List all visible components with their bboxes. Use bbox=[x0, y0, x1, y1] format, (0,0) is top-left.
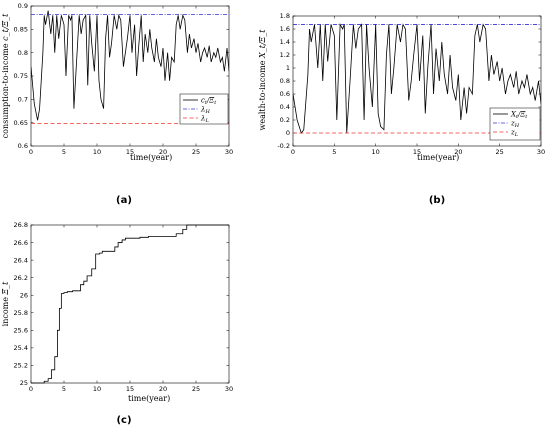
plot-frame bbox=[30, 5, 230, 147]
x-tick-label: 20 bbox=[159, 385, 167, 393]
y-tick-label: 1.8 bbox=[280, 12, 290, 20]
x-tick-label: 30 bbox=[225, 385, 233, 393]
y-axis-label-math: X_t/Ξ_t bbox=[258, 29, 267, 59]
legend-box bbox=[179, 93, 229, 125]
y-axis-label: income Ξ_t bbox=[1, 281, 10, 327]
y-axis-label-main: income bbox=[1, 294, 10, 326]
y-tick-label: 0.85 bbox=[14, 26, 28, 34]
y-tick-label: 1.4 bbox=[280, 38, 290, 46]
series-line-0 bbox=[293, 22, 541, 134]
chart-b: 0 5 10 15 20 25 30-0.200.20.40.60.811.21.41.61… bbox=[258, 12, 545, 206]
x-tick-label: 15 bbox=[413, 148, 421, 156]
panel-caption: (a) bbox=[116, 195, 132, 206]
legend-label: zL bbox=[510, 129, 519, 139]
y-tick-label: 26.4 bbox=[14, 256, 28, 264]
y-axis-label-main: wealth-to-income bbox=[258, 58, 267, 131]
y-tick-label: 0.4 bbox=[280, 103, 290, 111]
y-tick-label: 25.8 bbox=[14, 309, 28, 317]
x-tick-label: 25 bbox=[496, 148, 504, 156]
legend-label: Xt/Ξt bbox=[510, 111, 528, 121]
y-axis-label-main: consumption-to-income bbox=[1, 41, 10, 138]
x-tick-label: 10 bbox=[372, 148, 380, 156]
y-tick-label: 0.8 bbox=[18, 49, 28, 57]
x-tick-label: 30 bbox=[537, 148, 545, 156]
y-tick-label: 25.2 bbox=[14, 362, 28, 370]
x-tick-label: 15 bbox=[126, 385, 134, 393]
y-axis-label: wealth-to-income X_t/Ξ_t bbox=[258, 29, 267, 131]
x-tick-label: 0 bbox=[29, 385, 33, 393]
plot-frame bbox=[30, 224, 230, 384]
x-tick-label: 30 bbox=[225, 148, 233, 156]
y-tick-label: 25 bbox=[20, 379, 28, 387]
x-tick-label: 5 bbox=[62, 385, 66, 393]
series-line-0 bbox=[31, 224, 229, 384]
y-axis-label-math: c_t/Ξ_t bbox=[1, 13, 10, 41]
x-axis-label: time(year) bbox=[128, 394, 170, 403]
x-tick-label: 15 bbox=[126, 148, 134, 156]
y-tick-label: 0.8 bbox=[280, 77, 290, 85]
y-tick-label: 0.2 bbox=[280, 116, 290, 124]
y-tick-label: 1.6 bbox=[280, 25, 290, 33]
legend-label: λL bbox=[200, 115, 209, 125]
legend-label: zH bbox=[510, 120, 520, 130]
x-tick-label: 20 bbox=[454, 148, 462, 156]
y-tick-label: -0.2 bbox=[277, 142, 290, 150]
y-tick-label: 0 bbox=[286, 129, 290, 137]
y-tick-label: 26.2 bbox=[14, 274, 28, 282]
y-tick-label: 0.75 bbox=[14, 72, 28, 80]
y-tick-label: 1.2 bbox=[280, 51, 290, 59]
y-tick-label: 26.8 bbox=[14, 221, 28, 229]
series-line-0 bbox=[31, 10, 229, 121]
x-tick-label: 25 bbox=[192, 148, 200, 156]
x-tick-label: 10 bbox=[93, 385, 101, 393]
legend-label: λH bbox=[200, 106, 210, 116]
y-tick-label: 0.9 bbox=[18, 2, 28, 10]
x-axis-label: time(year) bbox=[417, 153, 459, 162]
x-tick-label: 25 bbox=[192, 385, 200, 393]
x-tick-label: 0 bbox=[291, 148, 295, 156]
y-tick-label: 0.6 bbox=[18, 142, 28, 150]
panel-caption: (c) bbox=[116, 415, 131, 426]
y-tick-label: 0.65 bbox=[14, 119, 28, 127]
x-tick-label: 5 bbox=[62, 148, 66, 156]
y-tick-label: 25.6 bbox=[14, 327, 28, 335]
y-axis-label-math: Ξ_t bbox=[1, 281, 10, 296]
x-tick-label: 0 bbox=[29, 148, 33, 156]
x-tick-label: 20 bbox=[159, 148, 167, 156]
chart-a: 0 5 10 15 20 25 30 0.6 0.65 0.7 0.75 0.8 0.85 0.9 time… bbox=[1, 2, 233, 206]
y-tick-label: 26.6 bbox=[14, 239, 28, 247]
y-axis-label: consumption-to-income c_t/Ξ_t bbox=[1, 13, 10, 138]
y-tick-label: 0.7 bbox=[18, 96, 28, 104]
y-tick-label: 0.6 bbox=[280, 90, 290, 98]
y-tick-label: 1 bbox=[286, 64, 290, 72]
y-tick-label: 25.4 bbox=[14, 344, 28, 352]
legend-label: ct/Ξt bbox=[201, 97, 217, 107]
legend-box bbox=[489, 107, 541, 141]
y-tick-label: 26 bbox=[20, 291, 28, 299]
panel-caption: (b) bbox=[429, 195, 445, 206]
x-tick-label: 5 bbox=[332, 148, 336, 156]
x-axis-label: time(year) bbox=[130, 153, 172, 162]
chart-c: 0 5 10 15 20 25 30 25 25.2 25.4 25.6 25.8 26 26.2 26.4… bbox=[1, 221, 233, 426]
x-tick-label: 10 bbox=[93, 148, 101, 156]
